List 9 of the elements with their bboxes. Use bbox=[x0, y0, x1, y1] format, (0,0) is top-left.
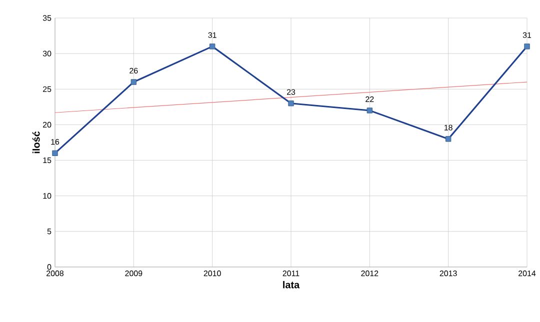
point bbox=[130, 79, 137, 85]
y-axis-title: ilość bbox=[32, 131, 40, 154]
point bbox=[288, 100, 294, 106]
point bbox=[209, 44, 216, 50]
point bbox=[52, 150, 58, 156]
x-axis-title: lata bbox=[283, 281, 300, 288]
point bbox=[366, 108, 373, 114]
point bbox=[524, 44, 530, 50]
point bbox=[445, 136, 452, 142]
